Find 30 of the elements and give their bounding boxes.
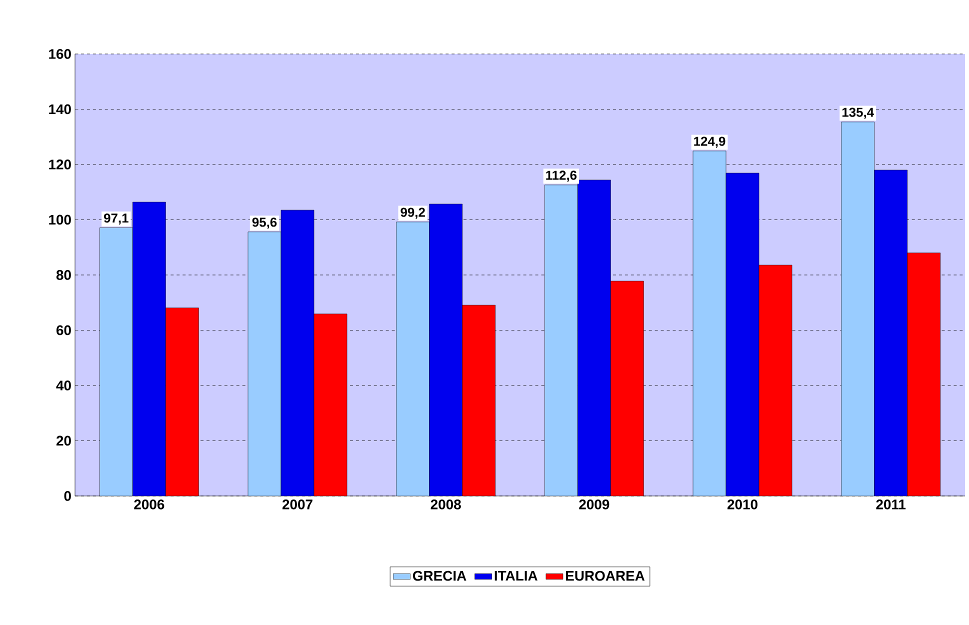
y-tick-label: 120 bbox=[49, 160, 71, 170]
y-tick-label: 60 bbox=[56, 325, 71, 336]
data-label: 112,6 bbox=[546, 170, 577, 182]
data-label: 97,1 bbox=[104, 213, 128, 225]
x-tick-label: 2008 bbox=[430, 499, 461, 510]
bar bbox=[429, 204, 462, 496]
data-label: 99,2 bbox=[400, 208, 425, 219]
y-tick-label: 160 bbox=[49, 49, 71, 59]
y-tick-label: 140 bbox=[49, 104, 71, 114]
data-label: 124,9 bbox=[694, 136, 726, 148]
x-tick-label: 2009 bbox=[579, 499, 610, 510]
bar bbox=[726, 172, 760, 496]
y-tick-label: 20 bbox=[56, 436, 71, 446]
data-label: 95,6 bbox=[252, 218, 277, 229]
data-label: 135,4 bbox=[842, 108, 874, 119]
bar bbox=[578, 180, 611, 496]
legend-label: GRECIA bbox=[412, 570, 466, 581]
y-tick-label: 40 bbox=[56, 380, 71, 390]
x-tick-label: 2007 bbox=[282, 499, 312, 510]
bar bbox=[280, 210, 314, 496]
x-tick-label: 2006 bbox=[134, 499, 164, 510]
y-tick-label: 80 bbox=[56, 270, 71, 280]
legend-label: EUROAREA bbox=[566, 570, 645, 581]
x-tick-label: 2010 bbox=[727, 499, 758, 510]
legend-label: ITALIA bbox=[494, 570, 538, 581]
y-tick-label: 100 bbox=[49, 214, 71, 225]
bar bbox=[874, 170, 908, 496]
bar bbox=[132, 202, 166, 496]
y-tick-label: 0 bbox=[64, 491, 71, 501]
x-tick-label: 2011 bbox=[876, 499, 906, 510]
